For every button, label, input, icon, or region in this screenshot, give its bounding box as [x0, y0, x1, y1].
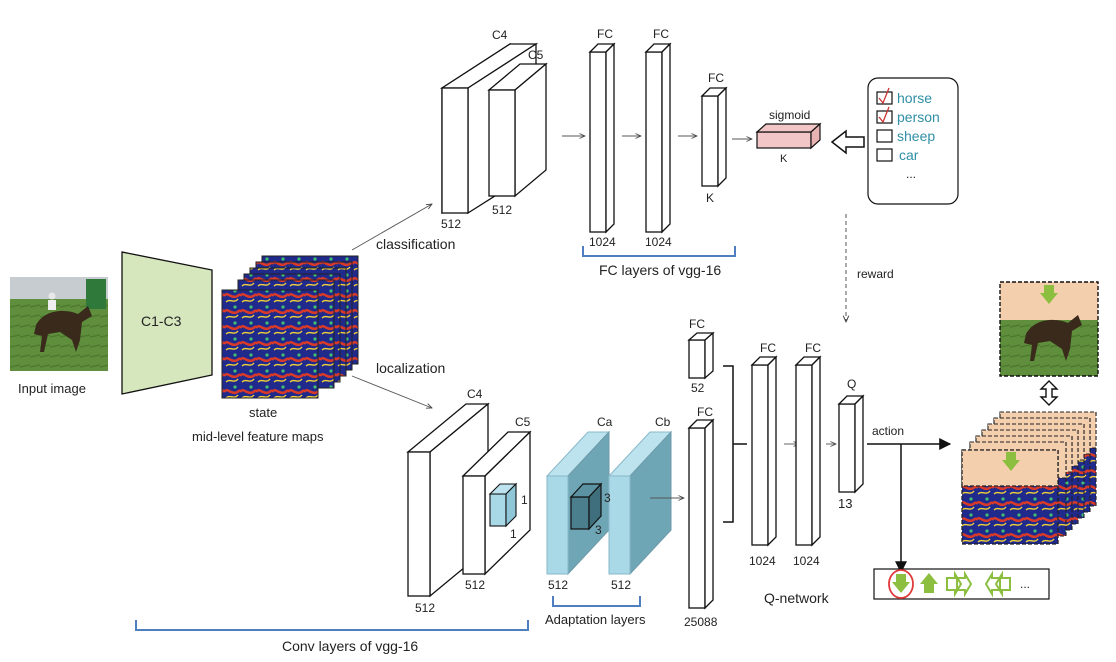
cls-fc1-block — [588, 42, 616, 234]
fc-layers-brace — [582, 246, 736, 257]
class-item-sheep: sheep — [876, 128, 935, 144]
conv-layers-label: Conv layers of vgg-16 — [282, 638, 418, 654]
class-name: car — [899, 147, 919, 163]
q-network-label: Q-network — [764, 590, 830, 606]
fc25088-block — [687, 418, 715, 610]
input-image — [10, 277, 108, 371]
q-fc1-label: FC — [760, 341, 776, 355]
double-arrow-icon — [1039, 380, 1059, 406]
q-fc2-label: FC — [805, 341, 821, 355]
c1c3-block — [121, 251, 213, 395]
loc-c5-label: C5 — [515, 415, 531, 429]
adapt-cb-label: Cb — [655, 415, 671, 429]
localization-label: localization — [376, 360, 445, 376]
history-fc52-dim: 52 — [691, 381, 705, 395]
action-right-icons — [946, 570, 973, 598]
sigmoid-block — [755, 122, 822, 150]
adapt-kernel-dim: 3 — [604, 491, 611, 505]
state-label: state — [249, 405, 277, 420]
input-image-label: Input image — [18, 381, 86, 396]
conv-layers-brace — [135, 620, 529, 631]
class-item-car: car — [876, 147, 919, 163]
class-item-horse: horse — [876, 87, 932, 106]
action-up-icon — [920, 573, 938, 593]
fc25088-dim: 25088 — [684, 615, 718, 629]
sigmoid-label: sigmoid — [769, 108, 810, 122]
adaptation-layers-brace — [552, 596, 641, 607]
sigmoid-dim: K — [780, 153, 788, 165]
history-fc52-block — [687, 331, 715, 380]
adapt-cb-dim: 512 — [611, 578, 631, 592]
loc-c4-dim: 512 — [415, 601, 435, 615]
q-output-block — [837, 394, 865, 494]
loc-kernel1-dim: 1 — [521, 493, 528, 507]
action-selected-down-icon — [888, 569, 914, 599]
output-image — [999, 281, 1099, 377]
cls-fc1-label: FC — [597, 27, 613, 41]
adapt-cb-block — [607, 430, 673, 576]
q-fc1-dim: 1024 — [749, 554, 776, 568]
loc-c4-label: C4 — [467, 387, 483, 401]
class-name: sheep — [897, 128, 935, 144]
adaptation-layers-label: Adaptation layers — [545, 612, 646, 627]
cls-fc2-dim: 1024 — [645, 235, 672, 249]
reward-label: reward — [857, 267, 894, 281]
adapt-kernel — [569, 482, 603, 531]
cls-fc1-dim: 1024 — [589, 235, 616, 249]
history-fc52-label: FC — [689, 317, 705, 331]
cls-fc3-block — [700, 86, 728, 188]
action-set-ellipsis: ... — [1020, 577, 1030, 591]
cls-fc3-dim: K — [706, 191, 714, 205]
adapt-ca-label: Ca — [597, 415, 613, 429]
loc-c5-kernel — [488, 482, 518, 528]
fc25088-label: FC — [697, 405, 713, 419]
class-name: person — [897, 109, 940, 125]
class-item-person: person — [876, 106, 940, 125]
cls-c5-label: C5 — [528, 48, 544, 62]
action-left-icons — [984, 570, 1011, 598]
q-fc2-dim: 1024 — [793, 554, 820, 568]
loc-c5-dim: 512 — [465, 578, 485, 592]
classification-label: classification — [376, 236, 455, 252]
q-output-dim: 13 — [838, 496, 852, 511]
c1c3-label: C1-C3 — [141, 313, 182, 329]
cls-c4-label: C4 — [492, 28, 508, 42]
concat-connector — [723, 365, 747, 523]
label-hollow-arrow — [830, 129, 865, 155]
class-list-ellipsis: ... — [906, 167, 916, 181]
adapt-kernel-dim: 3 — [595, 523, 602, 537]
cls-fc3-label: FC — [708, 71, 724, 85]
ground-truth-label-box — [867, 77, 959, 205]
cls-fc2-label: FC — [653, 27, 669, 41]
fc-layers-label: FC layers of vgg-16 — [599, 262, 721, 278]
cls-c5-dim: 512 — [492, 203, 512, 217]
feature-maps-stack — [221, 255, 359, 399]
adapt-ca-dim: 512 — [548, 578, 568, 592]
cls-c5-block — [487, 62, 548, 198]
cls-c4-dim: 512 — [441, 217, 461, 231]
cls-fc2-block — [644, 42, 672, 234]
loc-kernel1-dim: 1 — [510, 527, 517, 541]
action-label: action — [872, 424, 904, 438]
output-feature-maps-stack — [961, 411, 1097, 545]
q-output-label: Q — [847, 377, 856, 391]
q-fc1-block — [750, 355, 778, 547]
feature-maps-label: mid-level feature maps — [192, 429, 324, 444]
class-name: horse — [897, 90, 932, 106]
q-fc2-block — [794, 355, 822, 547]
